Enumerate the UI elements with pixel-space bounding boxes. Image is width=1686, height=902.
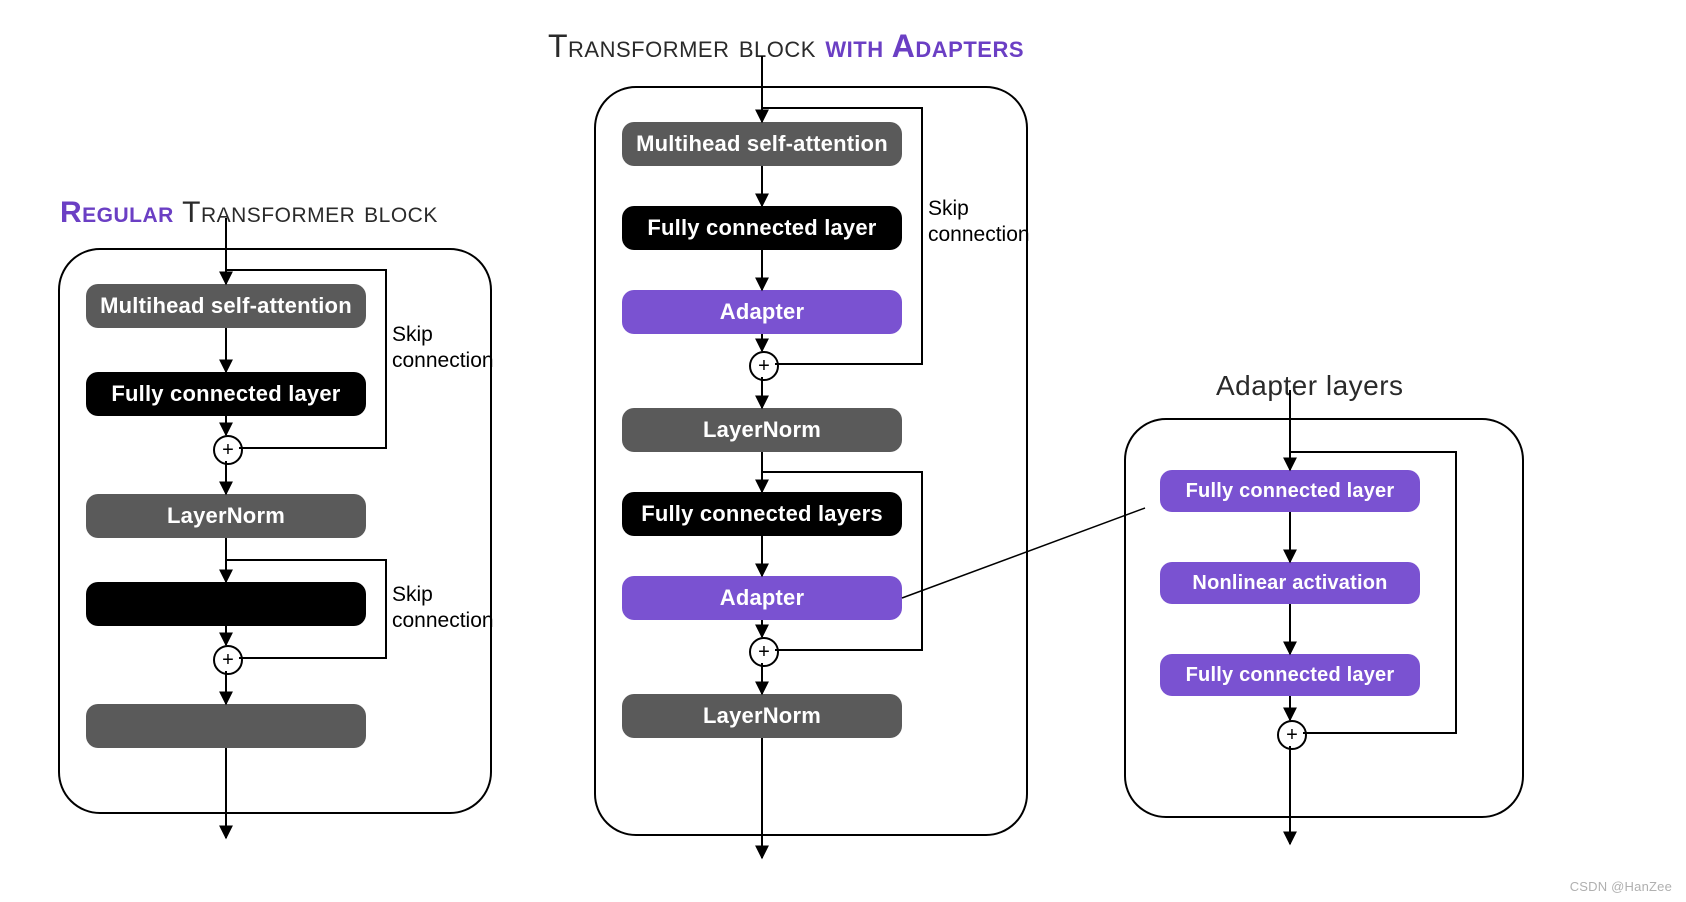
- regular-skip-label-2: Skip connection: [392, 582, 494, 635]
- regular-skip-label-1: Skip connection: [392, 322, 494, 375]
- adapter-multihead-attention: Multihead self-attention: [622, 122, 902, 166]
- detail-fc2: Fully connected layer: [1160, 654, 1420, 696]
- adapters-title-prefix: Transformer block: [548, 28, 825, 64]
- adapters-title-suffix: with Adapters: [825, 28, 1024, 64]
- adapter-add1: +: [749, 351, 779, 381]
- adapter-layernorm1: LayerNorm: [622, 408, 902, 452]
- regular-layernorm2: [86, 704, 366, 748]
- adapter-module-1: Adapter: [622, 290, 902, 334]
- adapter-skip-label-1: Skip connection: [928, 196, 1030, 249]
- detail-fc1: Fully connected layer: [1160, 470, 1420, 512]
- regular-title: Regular Transformer block: [60, 196, 438, 230]
- detail-activation: Nonlinear activation: [1160, 562, 1420, 604]
- adapter-add2: +: [749, 637, 779, 667]
- regular-add1: +: [213, 435, 243, 465]
- adapters-title: Transformer block with Adapters: [548, 28, 1024, 65]
- regular-multihead-attention: Multihead self-attention: [86, 284, 366, 328]
- adapter-fc1: Fully connected layer: [622, 206, 902, 250]
- regular-title-rest: Transformer block: [174, 196, 438, 229]
- watermark-text: CSDN @HanZee: [1570, 879, 1672, 894]
- regular-fc1: Fully connected layer: [86, 372, 366, 416]
- regular-title-prefix: Regular: [60, 196, 174, 229]
- regular-layernorm1: LayerNorm: [86, 494, 366, 538]
- adapter-module-2: Adapter: [622, 576, 902, 620]
- regular-fc2: [86, 582, 366, 626]
- adapter-layernorm2: LayerNorm: [622, 694, 902, 738]
- adapter-layers-title: Adapter layers: [1216, 370, 1404, 402]
- regular-add2: +: [213, 645, 243, 675]
- detail-add: +: [1277, 720, 1307, 750]
- adapter-fc2: Fully connected layers: [622, 492, 902, 536]
